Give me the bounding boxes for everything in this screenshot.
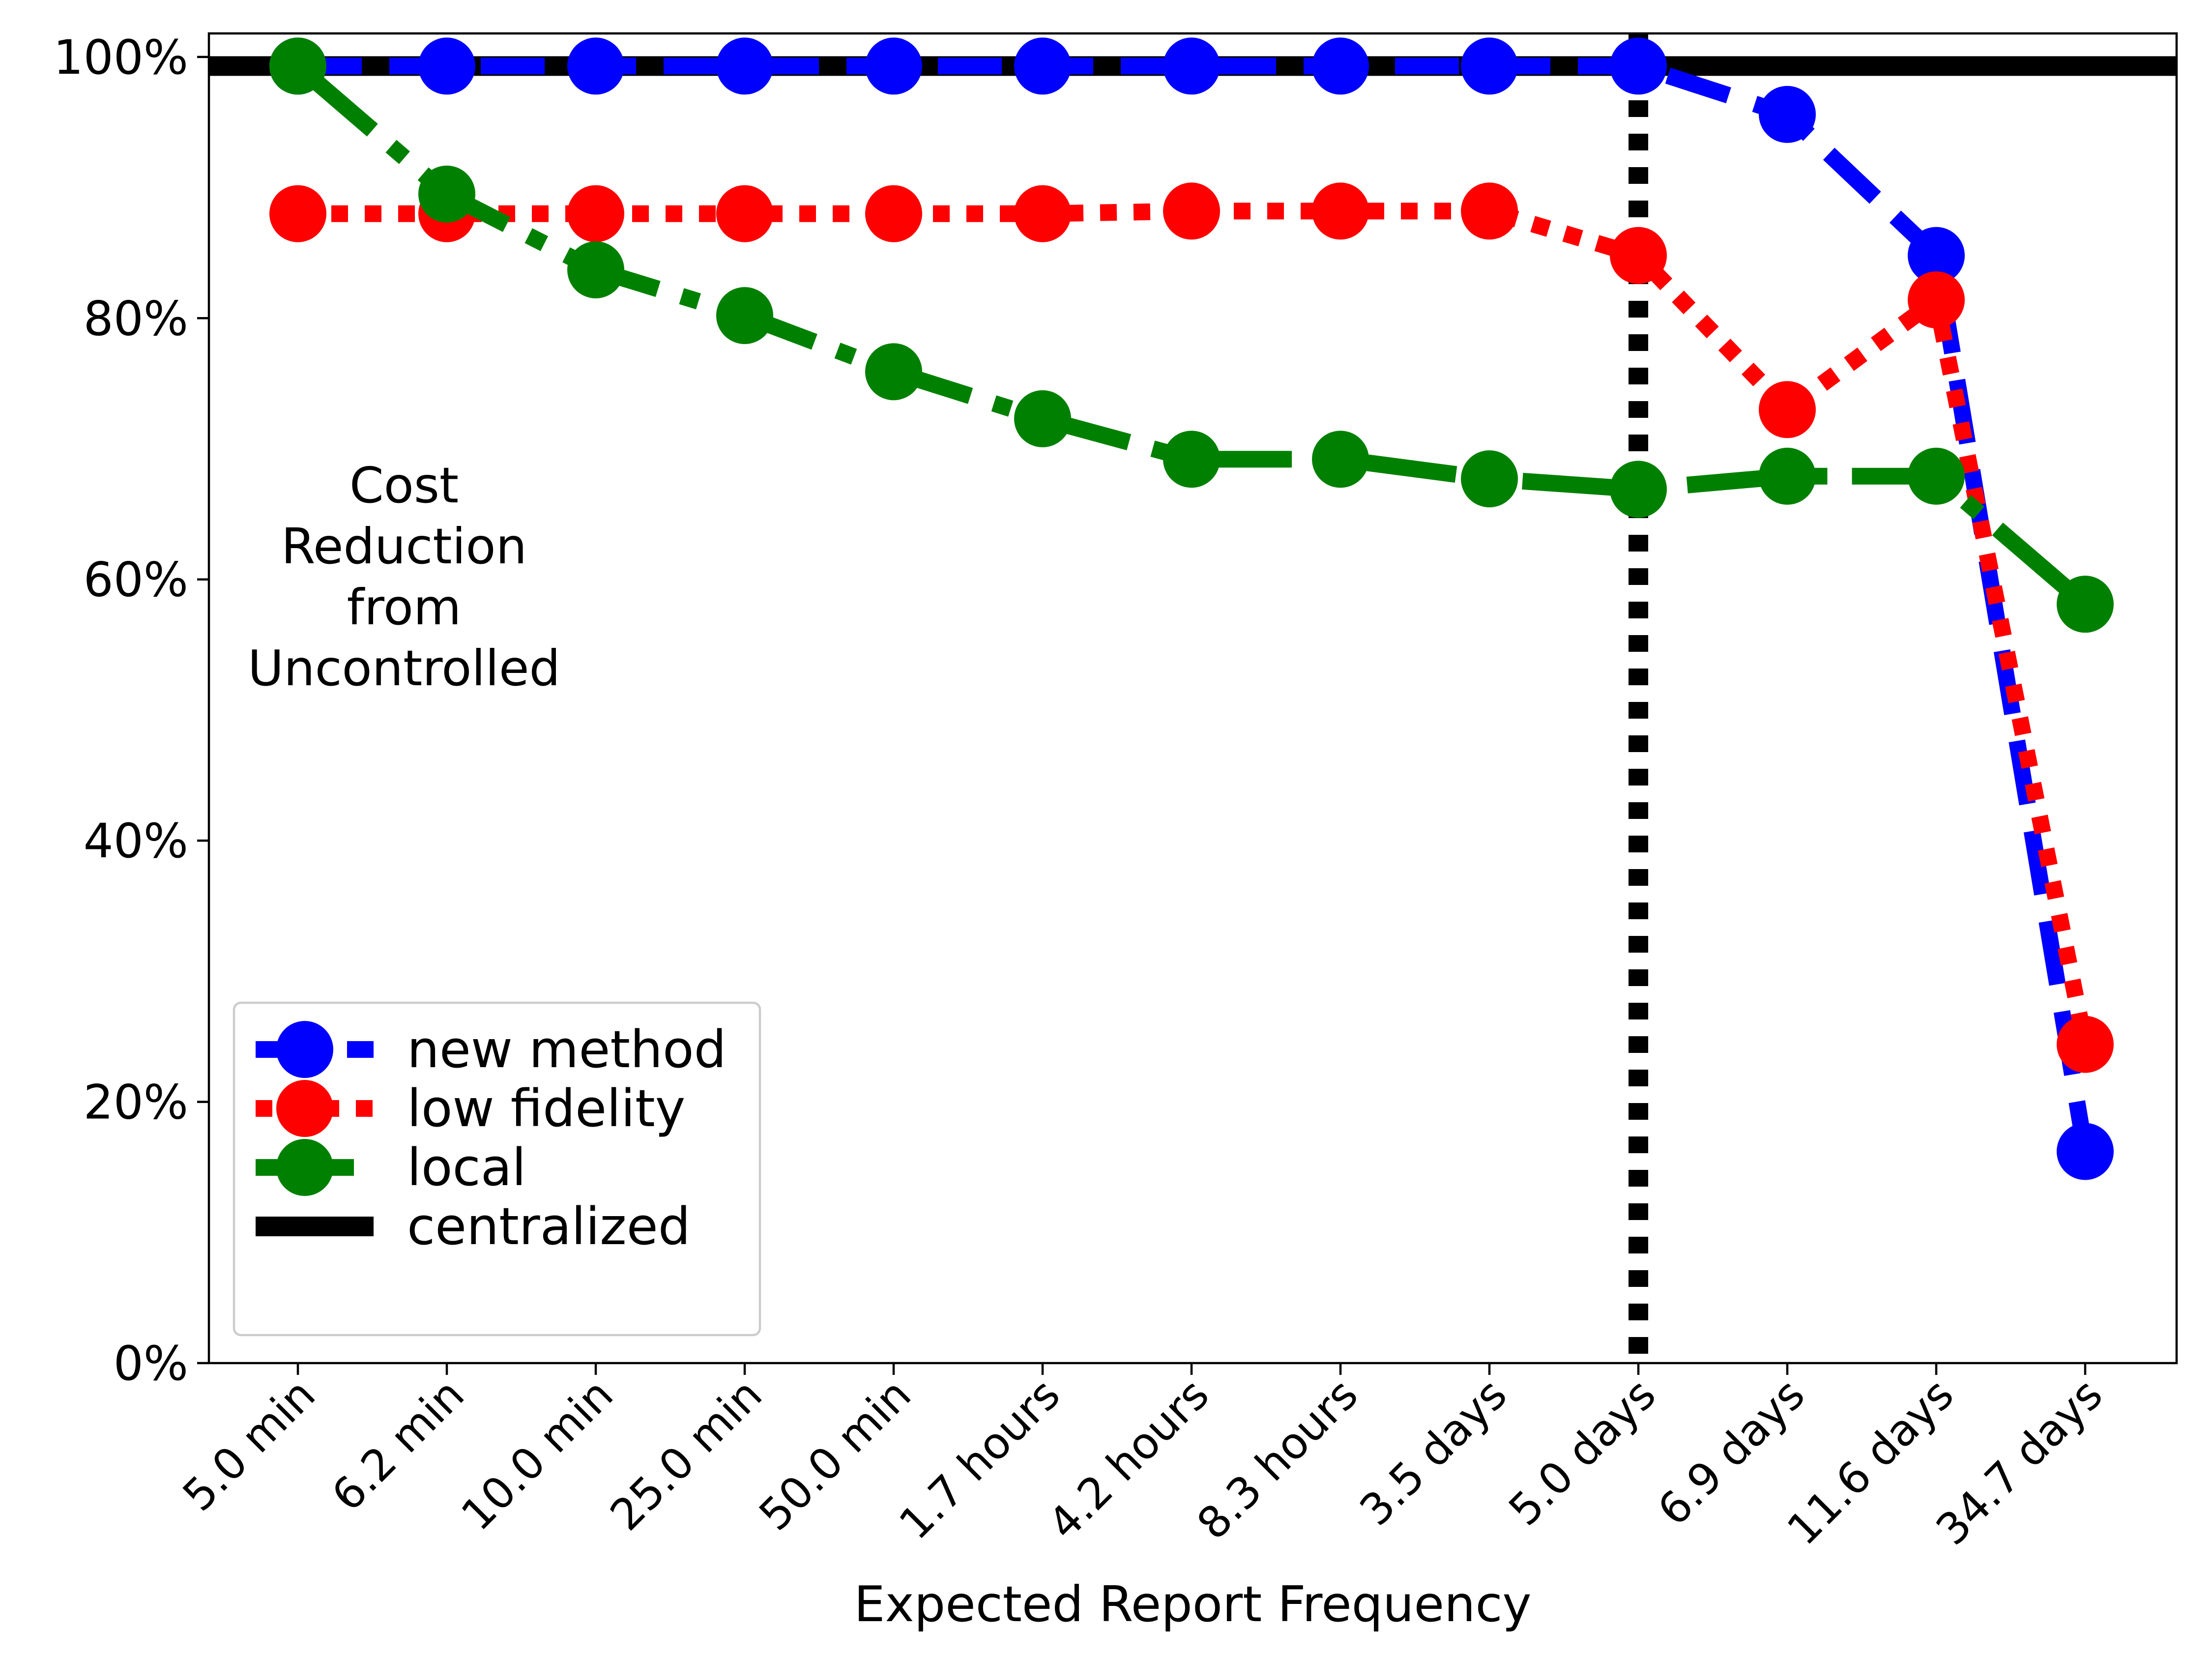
data-point-local xyxy=(1610,461,1667,518)
data-point-local xyxy=(567,241,624,298)
plot-area xyxy=(209,33,2177,1363)
legend-label-centralized: centralized xyxy=(407,1196,691,1256)
data-point-local xyxy=(1312,431,1369,488)
data-point-local xyxy=(716,287,773,344)
data-point-low-fidelity xyxy=(269,185,326,242)
legend-label-new-method: new method xyxy=(407,1019,727,1079)
data-point-low-fidelity xyxy=(1014,185,1071,242)
data-point-local xyxy=(1908,447,1965,505)
y-tick-label: 0% xyxy=(114,1336,188,1391)
data-point-local xyxy=(1014,390,1071,447)
legend-box xyxy=(233,1001,761,1337)
y-tick-label: 100% xyxy=(54,30,188,85)
data-point-new-method xyxy=(1759,86,1816,143)
plot-frame xyxy=(207,32,2178,1365)
data-point-new-method xyxy=(1610,37,1667,95)
y-tick-label: 40% xyxy=(84,814,188,869)
data-point-local xyxy=(1163,431,1220,488)
data-point-new-method xyxy=(567,37,624,95)
legend-marker-low-fidelity xyxy=(276,1080,333,1137)
legend-label-low-fidelity: low fidelity xyxy=(407,1078,685,1138)
y-tick-label: 80% xyxy=(84,291,188,346)
data-point-local xyxy=(1759,447,1816,505)
data-point-low-fidelity xyxy=(1312,182,1369,240)
y-tick-label: 60% xyxy=(84,553,188,608)
data-point-local xyxy=(1461,450,1518,508)
annotation-line: Reduction xyxy=(281,518,527,575)
plot-series-layer xyxy=(209,33,2177,1363)
annotation-line: from xyxy=(347,579,462,636)
data-point-new-method xyxy=(1908,227,1965,284)
data-point-low-fidelity xyxy=(1759,381,1816,438)
annotation-line: Uncontrolled xyxy=(248,640,560,697)
data-point-new-method xyxy=(1163,37,1220,95)
data-point-local xyxy=(865,343,922,401)
legend-label-local: local xyxy=(407,1137,526,1197)
data-point-low-fidelity xyxy=(567,185,624,242)
data-point-new-method xyxy=(418,37,475,95)
data-point-new-method xyxy=(716,37,773,95)
data-point-new-method xyxy=(1312,37,1369,95)
data-point-low-fidelity xyxy=(1908,271,1965,329)
data-point-low-fidelity xyxy=(716,185,773,242)
data-point-low-fidelity xyxy=(1163,182,1220,240)
data-point-low-fidelity xyxy=(2057,1016,2114,1073)
data-point-new-method xyxy=(2057,1123,2114,1180)
data-point-new-method xyxy=(1014,37,1071,95)
data-point-low-fidelity xyxy=(1610,227,1667,284)
data-point-low-fidelity xyxy=(865,185,922,242)
data-point-local xyxy=(269,37,326,95)
annotation-line: Cost xyxy=(349,457,459,514)
data-point-local xyxy=(418,165,475,223)
data-point-new-method xyxy=(1461,37,1518,95)
data-point-new-method xyxy=(865,37,922,95)
y-tick-label: 20% xyxy=(84,1075,188,1130)
legend-marker-new-method xyxy=(276,1021,333,1078)
legend-marker-local xyxy=(276,1139,333,1196)
data-point-local xyxy=(2057,576,2114,633)
cost-reduction-annotation: Cost Reduction from Uncontrolled xyxy=(248,457,560,697)
data-point-low-fidelity xyxy=(1461,182,1518,240)
x-axis-label: Expected Report Frequency xyxy=(854,1575,1531,1633)
